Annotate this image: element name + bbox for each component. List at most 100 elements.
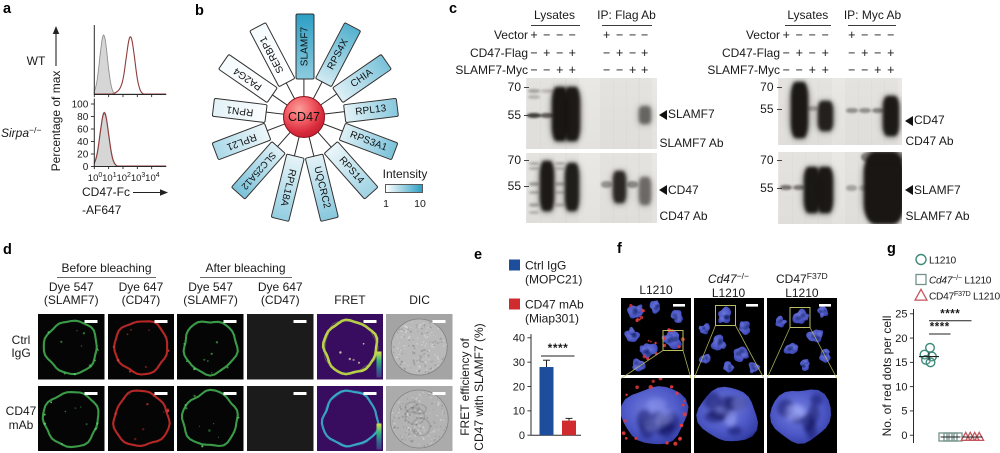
lane-symbol: − [848,45,856,60]
channel-column-label: DIC [375,294,465,307]
micrograph-dic2-circle [398,416,401,419]
panel-a-flow-cytometry: 0 20 40 60 80 100 100 101 102 103 104 WT Sirpa−/− Per… [0,0,195,240]
micrograph-dic2-circle [410,440,413,443]
micrograph-dic2-circle [430,441,432,443]
micrograph-dic2-circle [419,404,422,406]
band-target-label: SLAMF7 [914,182,961,197]
micrograph-dic1-circle [439,337,443,340]
legend-label: (MOPC21) [525,272,582,286]
micrograph-dic2-circle [408,436,410,438]
legend-label-tspan: (MOPC21) [525,272,582,286]
ytick-label: 25 [895,309,907,321]
ytick-label: 40 [513,333,525,345]
legend-label-tspan: −/− [952,273,962,282]
micrograph-dic1-circle [404,368,406,370]
legend-label: CD47 mAb [525,298,584,312]
micrograph-dic2-circle [420,416,423,419]
marker-square [915,273,927,286]
micrograph-dic2-circle [427,443,429,445]
micrograph-dic2-circle [408,420,410,422]
micrograph-dic2-circle [434,400,436,402]
panel-f-cell-microscopy: L1210 Cd47−/− L1210 CD47F37D L1210 [605,240,850,453]
micrograph-dic2-circle [443,410,446,412]
micrograph-black-rect [247,385,314,451]
micrograph-dic1-circle [430,361,433,363]
micrograph-dic2-circle [434,437,435,438]
lane-symbol: − [795,62,803,77]
interactor-node-label: UQCRC2 [311,165,333,210]
micrograph-dic2-circle [422,425,425,428]
micrograph-dic2-circle [413,429,416,433]
scale-bar [432,391,446,395]
micrograph-dic2-circle [397,408,400,411]
micrograph-dic2-circle [437,403,440,406]
legend-label: (Miap301) [525,311,579,325]
micrograph-dic1-circle [423,349,425,352]
cell-field-micrograph-ellipse [673,316,678,321]
xtick-label-tspan: 3 [141,172,145,179]
lane-symbol: − [874,28,882,43]
scale-bar [223,320,237,323]
panel-letter-c: c [449,1,458,17]
treatment-row-label-line: CD47 [5,404,37,419]
micrograph-dic2-circle [417,428,420,431]
micrograph-dic2-circle [408,417,410,419]
micrograph-dic2-circle [410,404,413,407]
lane-symbol: + [628,62,637,77]
red-dot [658,378,663,381]
micrograph-dic1-circle [403,329,405,332]
micrograph-dic2-circle [415,430,418,432]
blot-band [529,211,539,214]
legend-label: Cd47−/− L1210 [929,273,992,286]
cell-field-micrograph-ellipse [751,366,755,370]
legend-label-tspan: L1210 [929,256,956,267]
micrograph-dic2-circle [410,436,412,438]
band-arrowhead-icon [658,185,667,195]
blot-band [817,167,834,213]
scale-bar [673,303,685,307]
micrograph-dic1-circle [422,341,425,343]
blot-band [539,161,554,211]
scale-bar [154,320,168,323]
micrograph-dic2-circle [445,426,447,428]
micrograph-dic1-circle [424,364,427,367]
fluorescence-dot [226,366,229,369]
micrograph-dic2-circle [406,426,408,428]
interactor-node-label: SERBP1 [257,34,287,76]
micrograph-dic1-circle [425,330,428,333]
bar-1 [562,420,576,436]
fluorescence-dot [152,394,155,397]
micrograph-dic1-circle [401,352,404,355]
channel-column-label-line: (CD47) [121,292,161,307]
cell-field-micrograph [693,297,764,375]
fluorescence-dot [215,341,219,344]
micrograph-dic1-circle [416,342,419,345]
lane-symbol: + [543,45,551,60]
micrograph-dic1-circle [406,326,409,329]
lane-symbol: − [556,28,564,43]
micrograph-dic2-circle [413,415,415,417]
scale-bar [293,391,307,395]
lane-symbol: − [808,45,816,60]
panel-e-bar-chart: Ctrl IgG (MOPC21) CD47 mAb (Miap301) FRET ef… [455,240,605,453]
red-dot [642,354,647,358]
micrograph-dic1-circle [413,361,416,364]
micrograph-dic2-circle [422,391,425,393]
micrograph-dic2-circle [402,409,404,411]
blot-image [525,78,657,149]
micrograph-dic2-circle [433,420,435,422]
channel-column-label: Dye 647 (CD47) [235,281,325,307]
micrograph-dic1-circle [408,335,411,338]
interactor-node-RPL13: RPL13 [342,97,399,123]
fluorescence-dot [73,373,76,376]
genotype-column-label-line: L1210 [681,286,777,300]
micrograph-dic1-circle [428,358,431,361]
micrograph-dic1-circle [418,356,420,358]
micrograph-dic2-circle [414,422,416,425]
micrograph-dic1-circle [427,336,429,338]
blot-band [858,108,871,113]
blot-group-underline [784,24,831,26]
micrograph-dic1-circle [443,344,445,347]
fluorescence-dot [220,369,223,372]
blot-band-halo [636,175,653,207]
